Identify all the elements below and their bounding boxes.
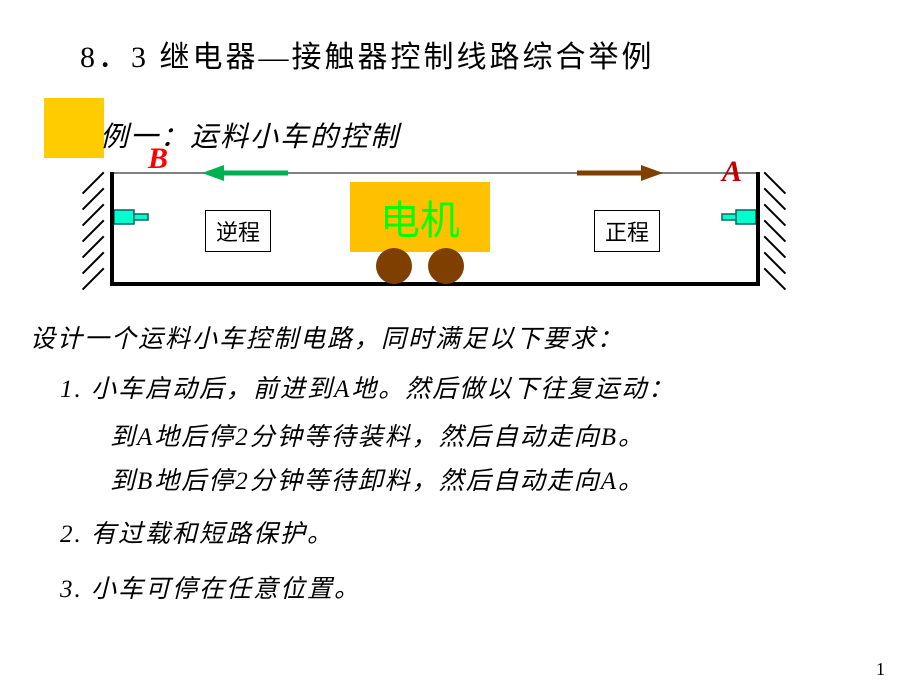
point-a-label: A <box>722 155 742 189</box>
page-title: 8．3 继电器—接触器控制线路综合举例 <box>80 32 655 76</box>
limit-switch-a-icon <box>720 202 756 232</box>
hatch-left <box>78 172 110 286</box>
cart-diagram: B A 逆程 正程 电机 <box>110 150 760 295</box>
req1a-text: 到A地后停2分钟等待装料，然后自动走向B。 <box>110 418 645 458</box>
cart-body: 电机 <box>350 182 490 252</box>
reverse-label: 逆程 <box>205 210 271 252</box>
decorative-rect <box>44 98 104 158</box>
req1b-text: 到B地后停2分钟等待卸料，然后自动走向A。 <box>110 462 645 502</box>
wheel-left <box>376 248 412 284</box>
arrow-left-icon <box>200 162 290 184</box>
wheel-right <box>428 248 464 284</box>
forward-label: 正程 <box>594 210 660 252</box>
cart-label: 电机 <box>380 188 460 246</box>
req3-text: 3. 小车可停在任意位置。 <box>60 570 361 610</box>
ground-line <box>110 282 760 286</box>
req1-text: 1. 小车启动后，前进到A地。然后做以下往复运动： <box>60 370 675 410</box>
hatch-right <box>760 172 792 286</box>
intro-text: 设计一个运料小车控制电路，同时满足以下要求： <box>30 320 624 360</box>
page-number: 1 <box>876 659 885 680</box>
arrow-right-icon <box>575 162 665 184</box>
example-subtitle: 例一：运料小车的控制 <box>100 115 400 155</box>
limit-switch-b-icon <box>114 202 150 232</box>
req2-text: 2. 有过载和短路保护。 <box>60 515 334 555</box>
